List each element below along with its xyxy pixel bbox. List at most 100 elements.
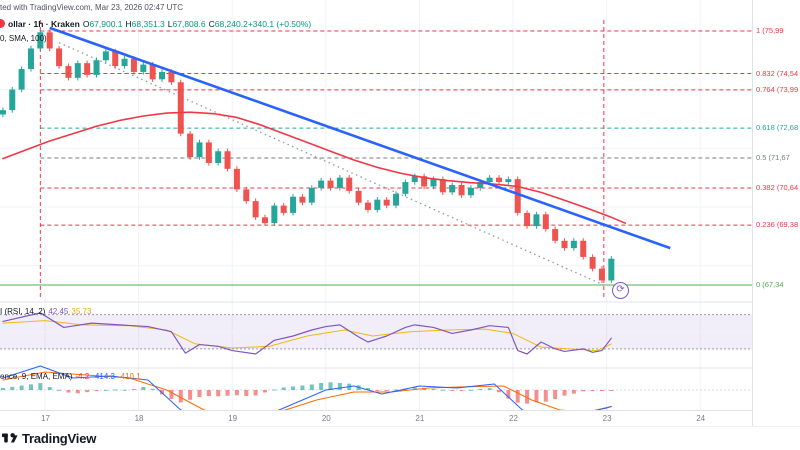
candle-body <box>140 64 147 72</box>
candle-body <box>112 51 119 67</box>
macd-hist-bar <box>553 390 558 399</box>
candle-body <box>205 142 212 163</box>
macd-hist-bar <box>581 390 586 392</box>
macd-hist-value: -4.2 <box>75 372 90 381</box>
macd-hist-bar <box>562 390 567 396</box>
macd-label: ence, 9, EMA, EMA) <box>0 372 73 381</box>
candle-body <box>46 32 53 49</box>
macd-hist-bar <box>244 390 249 396</box>
refresh-icon[interactable]: ⟳ <box>612 282 629 299</box>
candle-body <box>149 64 156 80</box>
candle-body <box>477 182 484 188</box>
price-axis-label-0.764: 0.764 (73,99 <box>756 84 799 94</box>
macd-signal-value: -410.1 <box>117 372 141 381</box>
macd-hist-bar <box>468 389 473 391</box>
macd-hist-bar <box>103 389 108 391</box>
candle-body <box>121 58 128 67</box>
macd-hist-bar <box>525 390 530 404</box>
candle-body <box>308 187 315 203</box>
tradingview-logo[interactable]: TradingView <box>2 430 96 446</box>
macd-hist-bar <box>571 390 576 394</box>
macd-hist-bar <box>262 390 267 393</box>
candle-body <box>542 214 549 230</box>
candle-body <box>271 205 278 224</box>
macd-hist-bar <box>178 390 183 403</box>
candle-body <box>505 179 512 183</box>
candle-body <box>37 32 44 49</box>
candle-body <box>233 168 240 190</box>
time-axis-label-19: 19 <box>228 414 238 423</box>
candle-body <box>346 177 353 191</box>
sma-indicator-legend: 0, SMA, 100) <box>0 34 47 43</box>
macd-hist-bar <box>150 388 155 390</box>
candle-body <box>533 214 540 227</box>
macd-hist-bar <box>66 390 71 393</box>
macd-hist-bar <box>225 390 230 396</box>
macd-hist-bar <box>459 390 464 391</box>
macd-hist-bar <box>394 389 399 391</box>
candle-body <box>336 177 343 188</box>
price-axis-label-0: 0 (67,34 <box>756 279 784 289</box>
macd-hist-bar <box>28 384 33 390</box>
candle-body <box>74 63 81 78</box>
macd-legend: ence, 9, EMA, EMA) -4.2 -414.3 -410.1 <box>0 372 141 381</box>
change-value: +340.1 (+0.50%) <box>247 19 312 29</box>
close-value: 68,240.2 <box>214 19 248 29</box>
candle-body <box>168 71 175 83</box>
candle-body <box>327 180 334 188</box>
time-axis-label-22: 22 <box>509 414 518 423</box>
candle-body <box>467 187 474 196</box>
candle-body <box>299 196 306 203</box>
macd-hist-bar <box>337 383 342 390</box>
macd-hist-bar <box>384 390 389 391</box>
symbol-legend: ollar · 1h · Kraken O67,900.1 H68,351.3 L67… <box>0 19 311 29</box>
macd-hist-bar <box>590 390 595 391</box>
macd-hist-bar <box>19 385 24 390</box>
candle-body <box>224 151 231 169</box>
macd-hist-bar <box>206 390 211 397</box>
macd-hist-bar <box>113 389 118 391</box>
macd-hist-bar <box>375 390 380 391</box>
macd-hist-bar <box>94 390 99 391</box>
tradingview-logo-text: TradingView <box>22 430 97 446</box>
price-axis-label-0.832: 0.832 (74,54 <box>756 68 799 78</box>
macd-hist-bar <box>122 389 127 391</box>
price-axis[interactable]: 1 (75,99 0.832 (74,54 0.764 (73,99 0.618 (7… <box>752 0 800 426</box>
candle-body <box>421 176 428 187</box>
time-axis-label-21: 21 <box>415 414 425 423</box>
time-axis[interactable]: 17 18 19 20 21 22 23 24 <box>0 410 752 427</box>
macd-hist-bar <box>216 390 221 397</box>
candle-body <box>580 240 587 257</box>
candle-body <box>552 229 559 241</box>
candle-body <box>18 69 25 90</box>
macd-hist-bar <box>253 390 258 396</box>
price-axis-label-1: 1 (75,99 <box>756 25 784 35</box>
footer-strip <box>0 426 800 450</box>
candle-body <box>56 48 63 67</box>
candle-body <box>252 201 259 218</box>
candle-body <box>402 182 409 194</box>
candle-body <box>102 51 109 61</box>
macd-hist-bar <box>328 382 333 390</box>
candle-body <box>196 142 203 158</box>
macd-hist-bar <box>431 388 436 390</box>
macd-hist-bar <box>57 389 62 391</box>
candle-body <box>9 89 16 111</box>
time-axis-label-17: 17 <box>41 414 50 423</box>
candle-body <box>486 177 493 183</box>
macd-hist-bar <box>450 390 455 391</box>
candle-body <box>364 202 371 210</box>
candle-body <box>0 110 6 115</box>
low-value: 67,808.6 <box>172 19 206 29</box>
macd-hist-bar <box>534 390 539 403</box>
macd-hist-bar <box>291 386 296 390</box>
macd-hist-bar <box>38 383 43 390</box>
high-label: H <box>125 19 132 29</box>
macd-hist-bar <box>543 390 548 402</box>
macd-hist-bar <box>487 388 492 390</box>
macd-hist-bar <box>496 390 501 393</box>
candle-body <box>27 48 34 70</box>
macd-hist-bar <box>412 387 417 390</box>
